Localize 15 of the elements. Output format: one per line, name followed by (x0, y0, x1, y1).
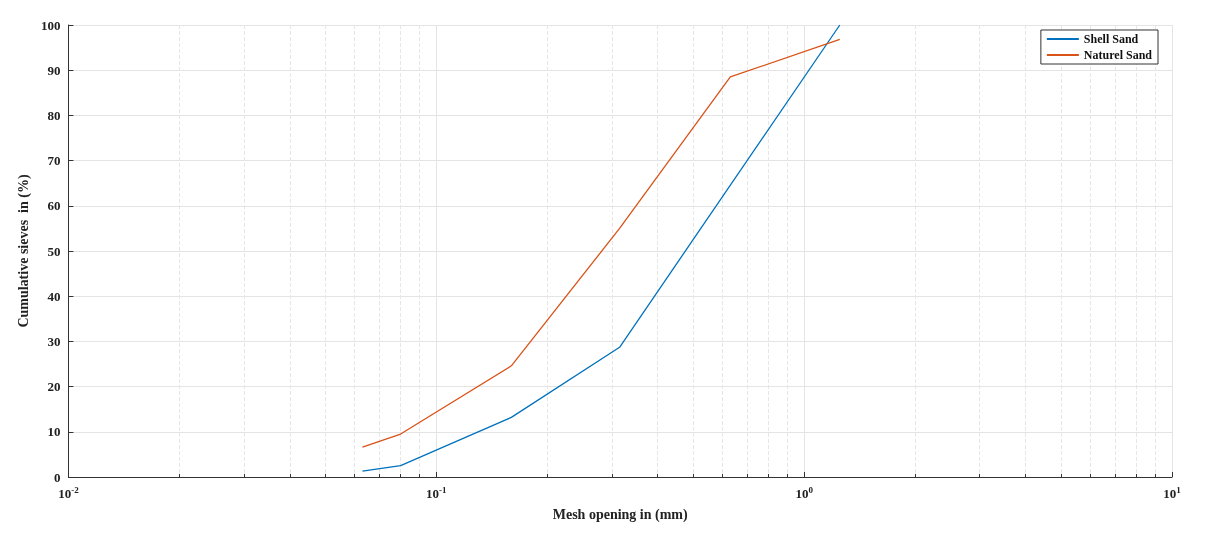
y-tick-label: 30 (47, 333, 61, 349)
y-tick-label: 100 (40, 17, 61, 33)
y-tick-label: 10 (47, 424, 61, 440)
y-tick-label: 40 (47, 288, 61, 304)
y-axis-title: Cumulative sieves in (%) (15, 174, 32, 328)
y-tick-label: 90 (47, 62, 61, 78)
y-tick-label: 0 (53, 469, 61, 485)
y-tick-label: 70 (47, 153, 61, 169)
y-tick-label: 20 (47, 379, 61, 395)
legend-label: Shell Sand (1083, 32, 1139, 46)
y-tick-label: 50 (47, 243, 61, 259)
legend-label: Naturel Sand (1083, 48, 1153, 62)
y-tick-label: 60 (47, 198, 61, 214)
y-tick-label: 80 (47, 107, 61, 123)
x-axis-title: Mesh opening in (mm) (552, 506, 689, 523)
